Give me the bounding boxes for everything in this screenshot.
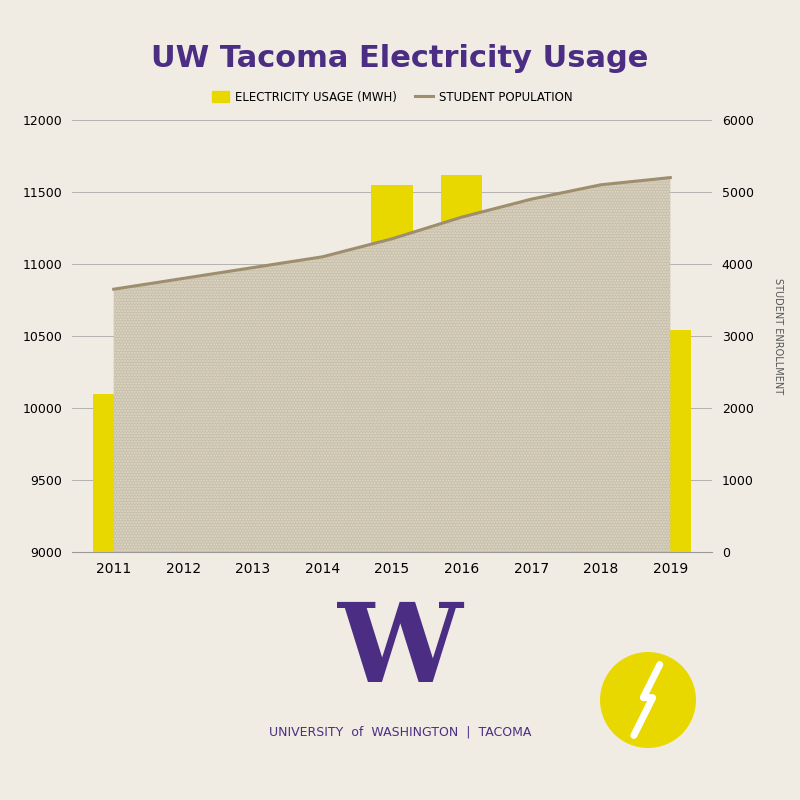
- Bar: [371, 185, 413, 800]
- Bar: [650, 330, 691, 800]
- Ellipse shape: [601, 653, 695, 747]
- Bar: [510, 238, 552, 800]
- Bar: [162, 372, 204, 800]
- Bar: [232, 350, 274, 800]
- Legend: ELECTRICITY USAGE (MWH), STUDENT POPULATION: ELECTRICITY USAGE (MWH), STUDENT POPULAT…: [207, 86, 577, 108]
- Bar: [93, 394, 134, 800]
- Bar: [441, 174, 482, 800]
- Text: W: W: [338, 598, 462, 706]
- Text: UNIVERSITY  of  WASHINGTON  |  TACOMA: UNIVERSITY of WASHINGTON | TACOMA: [269, 726, 531, 738]
- Bar: [580, 286, 622, 800]
- Y-axis label: STUDENT ENROLLMENT: STUDENT ENROLLMENT: [773, 278, 783, 394]
- Bar: [302, 310, 343, 800]
- Text: UW Tacoma Electricity Usage: UW Tacoma Electricity Usage: [151, 44, 649, 73]
